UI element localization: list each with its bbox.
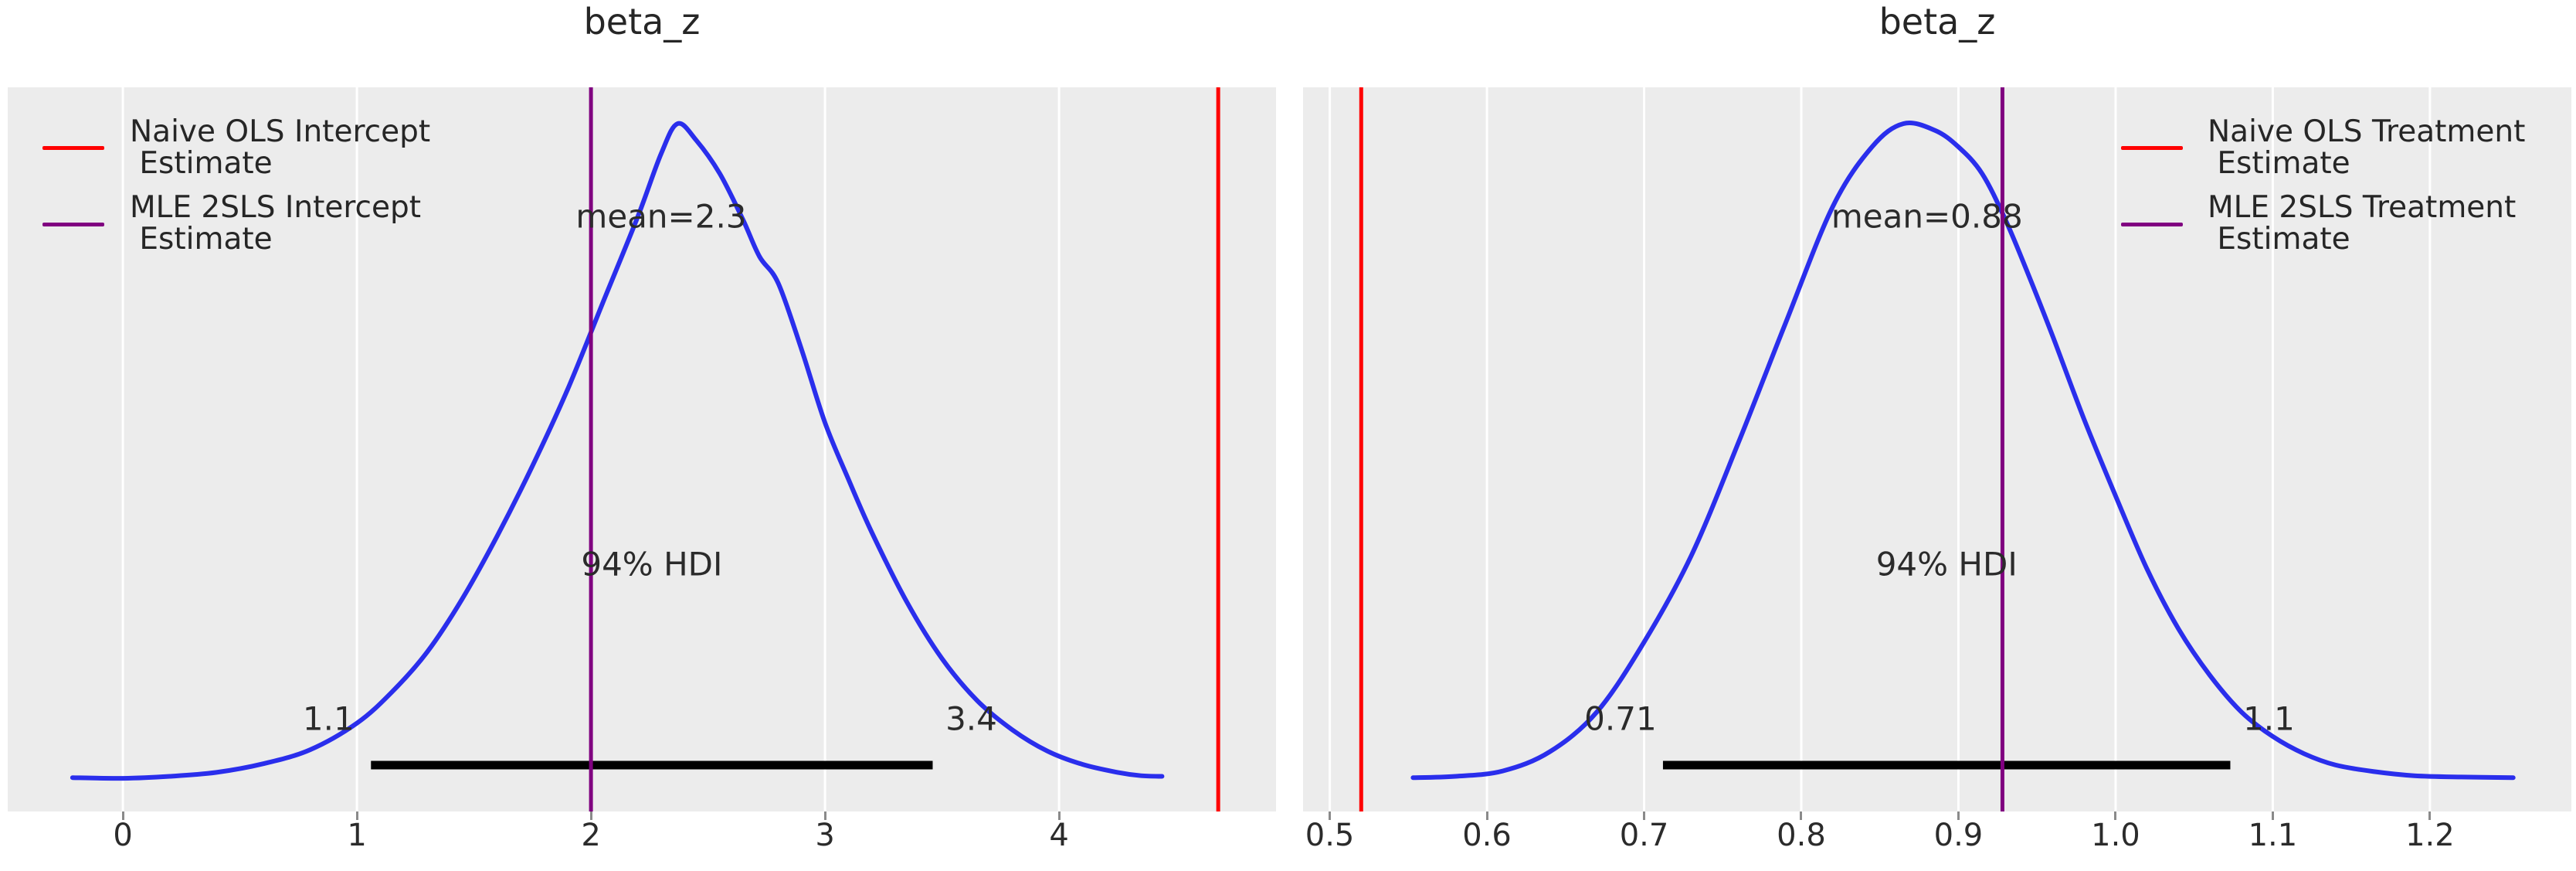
mean-annotation: mean=0.88 [1831, 197, 2023, 236]
x-tick-mark [1329, 811, 1332, 820]
x-tick-label: 1.1 [2248, 818, 2298, 853]
x-tick-mark [355, 811, 358, 820]
naive-ols-line-swatch [2121, 146, 2183, 150]
x-tick-mark [2271, 811, 2274, 820]
x-tick-label: 3 [815, 818, 835, 853]
x-tick-label: 1.0 [2091, 818, 2140, 853]
naive-ols-line-swatch [42, 146, 104, 150]
hdi-percent-annotation: 94% HDI [1875, 545, 2018, 584]
hdi-lower-bound-label: 1.1 [302, 699, 355, 738]
legend-label-line2: Estimate [2208, 146, 2350, 181]
x-tick-label: 1.2 [2405, 818, 2455, 853]
hdi-upper-bound-label: 1.1 [2243, 699, 2295, 738]
x-tick-label: 0.6 [1462, 818, 1512, 853]
x-tick-mark [121, 811, 124, 820]
x-tick-label: 0.9 [1933, 818, 1984, 853]
x-tick-mark [1643, 811, 1646, 820]
subplot-beta-z-intercept: mean=2.3 94% HDI 1.1 3.4 [8, 87, 1276, 811]
mean-annotation: mean=2.3 [575, 197, 747, 236]
legend-label: MLE 2SLS Intercept Estimate [130, 192, 421, 255]
legend-label: MLE 2SLS Treatment Estimate [2208, 192, 2516, 255]
legend-label-line2: Estimate [130, 222, 273, 257]
x-tick-label: 0.7 [1619, 818, 1669, 853]
x-tick-mark [589, 811, 592, 820]
x-tick-label: 0 [113, 818, 133, 853]
right-title-line1: beta_z [1879, 1, 1996, 43]
x-tick-mark [1800, 811, 1803, 820]
x-tick-mark [1485, 811, 1488, 820]
x-tick-label: 0.5 [1305, 818, 1355, 853]
x-tick-label: 0.8 [1777, 818, 1826, 853]
legend-label-line1: Naive OLS Intercept [130, 114, 431, 149]
x-tick-label: 1 [347, 818, 367, 853]
legend-label-line2: Estimate [130, 146, 273, 181]
x-tick-label: 2 [581, 818, 601, 853]
x-tick-mark [1057, 811, 1061, 820]
legend-label-line2: Estimate [2208, 222, 2350, 257]
legend-label: Naive OLS Intercept Estimate [130, 116, 430, 179]
hdi-upper-bound-label: 3.4 [945, 699, 997, 738]
x-tick-mark [2428, 811, 2432, 820]
mle-2sls-line-swatch [42, 223, 104, 226]
kde-density-curve [70, 121, 1165, 781]
legend-label-line1: MLE 2SLS Intercept [130, 190, 422, 225]
x-tick-mark [823, 811, 826, 820]
hdi-lower-bound-label: 0.71 [1584, 699, 1657, 738]
legend-label: Naive OLS Treatment Estimate [2208, 116, 2525, 179]
mle-2sls-line-swatch [2121, 223, 2183, 226]
legend-label-line1: MLE 2SLS Treatment [2208, 190, 2517, 225]
kde-plot-right [1329, 87, 2516, 811]
x-tick-mark [1957, 811, 1960, 820]
legend-label-line1: Naive OLS Treatment [2208, 114, 2526, 149]
subplot-beta-z-risk: mean=0.88 94% HDI 0.71 1.1 [1303, 87, 2571, 811]
kde-plot-left [70, 87, 1220, 811]
x-tick-mark [2114, 811, 2117, 820]
hdi-percent-annotation: 94% HDI [581, 545, 723, 584]
x-tick-label: 4 [1049, 818, 1069, 853]
kde-density-curve [1410, 121, 2516, 781]
left-title-line1: beta_z [583, 1, 701, 43]
